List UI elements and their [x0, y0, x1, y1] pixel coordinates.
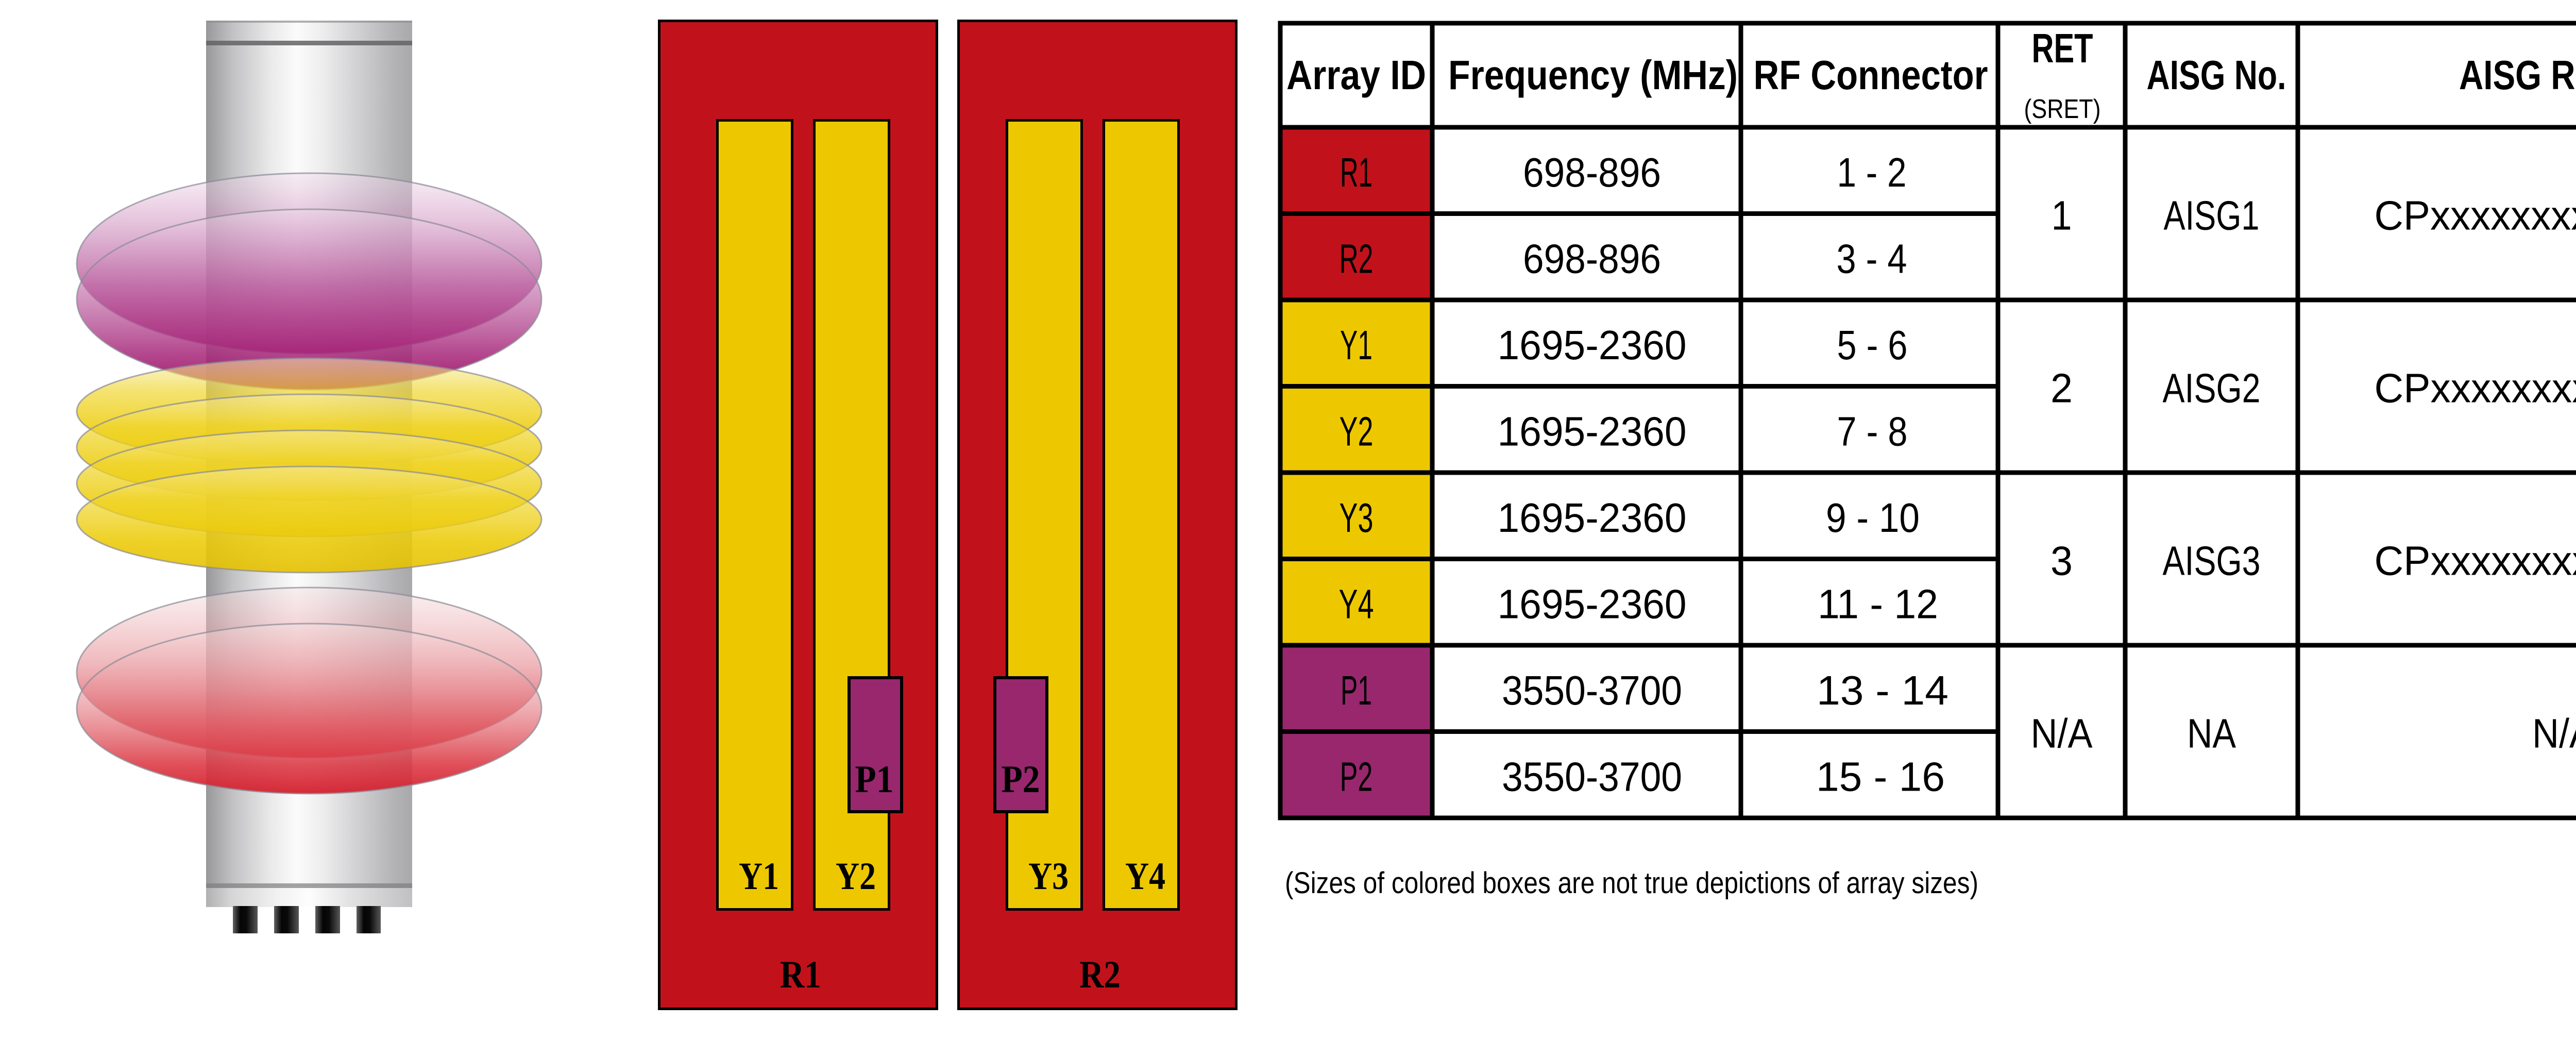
svg-text:7 - 8: 7 - 8 [1837, 408, 1908, 454]
svg-text:R1: R1 [780, 953, 821, 996]
svg-text:3550-3700: 3550-3700 [1502, 667, 1682, 713]
svg-text:3550-3700: 3550-3700 [1502, 753, 1682, 799]
svg-text:698-896: 698-896 [1523, 236, 1661, 281]
svg-text:1695-2360: 1695-2360 [1498, 495, 1687, 541]
svg-text:698-896: 698-896 [1523, 149, 1661, 195]
svg-text:2: 2 [2050, 365, 2073, 411]
svg-text:NA: NA [2187, 711, 2236, 757]
svg-text:Y2: Y2 [836, 855, 876, 898]
svg-text:CPxxxxxxxxxxxxxxxxY3: CPxxxxxxxxxxxxxxxxY3 [2375, 538, 2576, 584]
svg-text:P2: P2 [1002, 758, 1040, 801]
svg-text:5 - 6: 5 - 6 [1837, 322, 1908, 368]
svg-text:9 - 10: 9 - 10 [1826, 495, 1920, 541]
svg-text:11 - 12: 11 - 12 [1818, 581, 1938, 627]
svg-text:13 - 14: 13 - 14 [1817, 667, 1948, 713]
svg-text:1: 1 [2052, 193, 2072, 239]
svg-text:1695-2360: 1695-2360 [1498, 408, 1687, 454]
svg-text:R1: R1 [1340, 149, 1372, 195]
svg-text:N/A: N/A [2031, 711, 2093, 757]
svg-text:Y1: Y1 [739, 855, 779, 898]
svg-text:15 - 16: 15 - 16 [1816, 753, 1945, 799]
svg-text:AISG No.: AISG No. [2147, 52, 2286, 98]
svg-text:P1: P1 [855, 758, 894, 801]
svg-text:Y1: Y1 [1340, 322, 1372, 368]
svg-text:P2: P2 [1340, 753, 1373, 799]
svg-text:CPxxxxxxxxxxxxxxxxY1: CPxxxxxxxxxxxxxxxxY1 [2375, 365, 2576, 411]
svg-text:Y4: Y4 [1339, 581, 1374, 627]
svg-text:N/A: N/A [2532, 711, 2576, 757]
svg-text:Y3: Y3 [1028, 855, 1069, 898]
svg-text:3: 3 [2050, 538, 2073, 584]
svg-text:RET: RET [2032, 25, 2093, 71]
svg-text:(SRET): (SRET) [2024, 94, 2101, 124]
svg-text:AISG1: AISG1 [2164, 193, 2260, 239]
svg-text:CPxxxxxxxxxxxxxxxxR1: CPxxxxxxxxxxxxxxxxR1 [2375, 193, 2576, 239]
svg-text:Y3: Y3 [1340, 495, 1374, 541]
svg-text:R2: R2 [1340, 236, 1374, 281]
svg-text:1695-2360: 1695-2360 [1498, 581, 1687, 627]
svg-text:AISG3: AISG3 [2163, 538, 2261, 584]
svg-text:AISG RET UID: AISG RET UID [2459, 52, 2576, 98]
svg-text:RF Connector: RF Connector [1754, 52, 1988, 98]
svg-text:AISG2: AISG2 [2163, 365, 2261, 411]
svg-text:R2: R2 [1079, 953, 1121, 996]
svg-text:P1: P1 [1341, 667, 1372, 713]
svg-text:3 - 4: 3 - 4 [1837, 236, 1907, 281]
svg-text:Y4: Y4 [1125, 855, 1165, 898]
svg-text:1 - 2: 1 - 2 [1837, 149, 1907, 195]
svg-text:Frequency (MHz): Frequency (MHz) [1448, 52, 1738, 98]
svg-text:(Sizes of colored boxes are no: (Sizes of colored boxes are not true dep… [1285, 866, 1978, 900]
svg-text:Array ID: Array ID [1286, 52, 1426, 98]
svg-text:1695-2360: 1695-2360 [1498, 322, 1687, 368]
svg-text:Y2: Y2 [1340, 408, 1374, 454]
